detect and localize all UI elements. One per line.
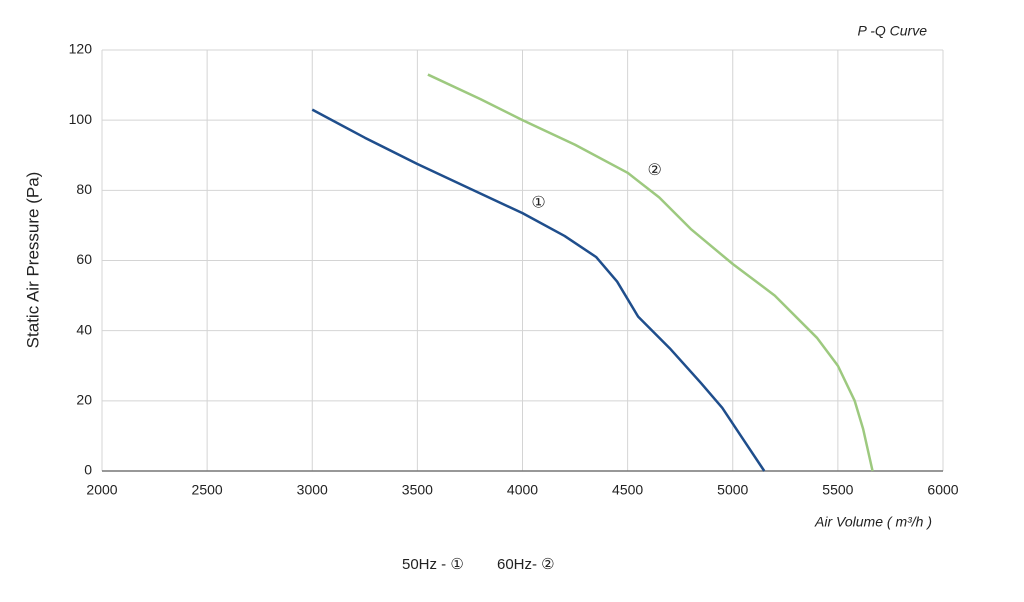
x-tick-label: 4000 xyxy=(507,482,538,498)
y-axis-label: Static Air Pressure (Pa) xyxy=(23,172,42,349)
legend-entry: 50Hz - ① xyxy=(402,556,464,573)
x-tick-label: 5000 xyxy=(717,482,748,498)
line-series xyxy=(311,108,766,472)
x-tick-label: 2000 xyxy=(86,482,117,498)
x-tick-label: 5500 xyxy=(822,482,853,498)
curve-annotation: ① xyxy=(531,194,545,211)
x-tick-label: 3500 xyxy=(402,482,433,498)
legend-entry: 60Hz- ② xyxy=(497,556,555,573)
y-tick-label: 0 xyxy=(84,462,92,478)
y-tick-label: 80 xyxy=(76,181,92,197)
x-tick-label: 6000 xyxy=(927,482,958,498)
line-series xyxy=(427,73,874,472)
x-tick-label: 2500 xyxy=(192,482,223,498)
y-tick-label: 60 xyxy=(76,251,92,267)
y-tick-label: 20 xyxy=(76,392,92,408)
y-tick-label: 120 xyxy=(69,41,93,57)
y-tick-label: 100 xyxy=(69,111,93,127)
x-tick-label: 3000 xyxy=(297,482,328,498)
x-tick-label: 4500 xyxy=(612,482,643,498)
x-axis-label: Air Volume ( m³/h ) xyxy=(814,514,932,530)
chart-title: P -Q Curve xyxy=(858,23,928,39)
y-tick-label: 40 xyxy=(76,321,92,337)
curve-annotation: ② xyxy=(647,162,661,179)
